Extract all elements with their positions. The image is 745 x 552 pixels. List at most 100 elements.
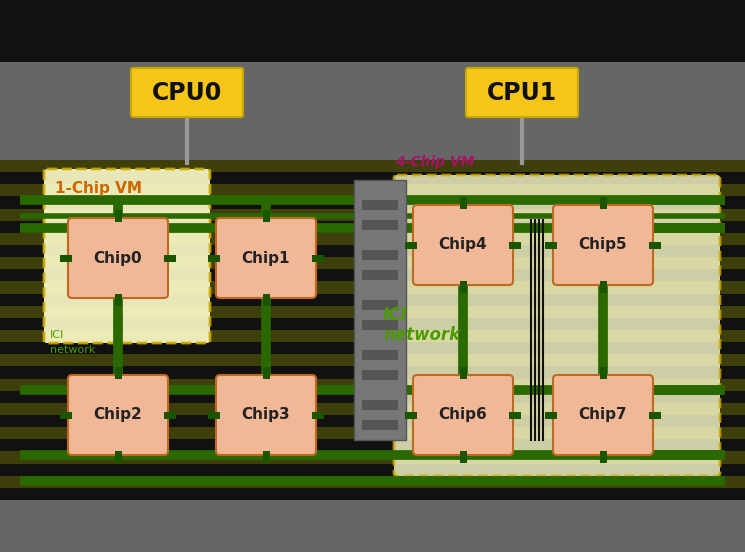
Bar bbox=[0, 197, 745, 209]
Bar bbox=[0, 476, 745, 488]
Text: Chip2: Chip2 bbox=[94, 407, 142, 422]
Bar bbox=[0, 415, 745, 427]
FancyBboxPatch shape bbox=[394, 175, 720, 476]
Text: Chip0: Chip0 bbox=[94, 251, 142, 266]
Bar bbox=[0, 379, 745, 391]
Bar bbox=[60, 411, 72, 418]
Bar bbox=[405, 411, 417, 418]
Bar bbox=[312, 254, 324, 262]
Bar bbox=[362, 420, 398, 430]
Bar bbox=[115, 367, 121, 379]
Text: network: network bbox=[50, 345, 95, 355]
Bar bbox=[545, 411, 557, 418]
Bar bbox=[0, 221, 745, 233]
Bar bbox=[262, 294, 270, 306]
Bar bbox=[0, 269, 745, 282]
Bar bbox=[0, 306, 745, 318]
Text: CPU0: CPU0 bbox=[152, 81, 222, 104]
Bar bbox=[600, 197, 606, 209]
Bar bbox=[0, 427, 745, 439]
Bar bbox=[460, 197, 466, 209]
Text: CPU1: CPU1 bbox=[487, 81, 557, 104]
Bar bbox=[362, 270, 398, 280]
FancyBboxPatch shape bbox=[413, 205, 513, 285]
FancyBboxPatch shape bbox=[466, 68, 578, 117]
Bar bbox=[405, 242, 417, 248]
Bar bbox=[649, 242, 661, 248]
Bar bbox=[115, 451, 121, 463]
Bar bbox=[354, 180, 406, 440]
Bar bbox=[312, 411, 324, 418]
Bar bbox=[0, 367, 745, 379]
Bar bbox=[362, 320, 398, 330]
Bar bbox=[0, 500, 745, 552]
Bar bbox=[0, 282, 745, 294]
FancyBboxPatch shape bbox=[216, 218, 316, 298]
Text: 1-Chip VM: 1-Chip VM bbox=[55, 181, 142, 195]
Bar bbox=[0, 318, 745, 330]
Bar bbox=[0, 184, 745, 197]
FancyBboxPatch shape bbox=[216, 375, 316, 455]
Bar bbox=[600, 451, 606, 463]
Bar bbox=[460, 451, 466, 463]
Bar bbox=[164, 411, 176, 418]
Bar bbox=[0, 0, 745, 60]
Bar bbox=[509, 242, 521, 248]
Text: ICI: ICI bbox=[50, 330, 64, 340]
Bar bbox=[0, 342, 745, 354]
Bar bbox=[460, 367, 466, 379]
Bar bbox=[362, 250, 398, 260]
Bar bbox=[0, 464, 745, 476]
FancyBboxPatch shape bbox=[44, 169, 210, 343]
Bar bbox=[362, 300, 398, 310]
Bar bbox=[0, 452, 745, 464]
Bar bbox=[208, 254, 220, 262]
Bar bbox=[0, 209, 745, 221]
Bar bbox=[0, 330, 745, 342]
Text: Chip4: Chip4 bbox=[439, 237, 487, 252]
Text: Chip1: Chip1 bbox=[241, 251, 291, 266]
Bar bbox=[0, 233, 745, 245]
Bar bbox=[0, 488, 745, 500]
Bar bbox=[0, 160, 745, 172]
Bar bbox=[545, 242, 557, 248]
FancyBboxPatch shape bbox=[131, 68, 243, 117]
Bar bbox=[509, 411, 521, 418]
FancyBboxPatch shape bbox=[553, 375, 653, 455]
Bar bbox=[0, 294, 745, 306]
Bar bbox=[362, 400, 398, 410]
Bar bbox=[600, 367, 606, 379]
Bar bbox=[262, 210, 270, 222]
Bar bbox=[262, 451, 270, 463]
Bar bbox=[460, 281, 466, 293]
FancyBboxPatch shape bbox=[413, 375, 513, 455]
Text: 4-Chip VM: 4-Chip VM bbox=[396, 155, 475, 169]
FancyBboxPatch shape bbox=[68, 218, 168, 298]
Bar bbox=[0, 391, 745, 403]
Bar bbox=[0, 172, 745, 184]
Bar bbox=[649, 411, 661, 418]
Bar bbox=[0, 403, 745, 415]
Bar bbox=[262, 367, 270, 379]
Bar bbox=[0, 62, 745, 160]
Bar bbox=[362, 220, 398, 230]
Bar bbox=[0, 257, 745, 269]
FancyBboxPatch shape bbox=[553, 205, 653, 285]
Text: ICI
network: ICI network bbox=[383, 306, 460, 344]
Bar bbox=[115, 210, 121, 222]
Bar bbox=[164, 254, 176, 262]
Bar bbox=[362, 200, 398, 210]
Bar bbox=[115, 294, 121, 306]
Bar bbox=[0, 354, 745, 367]
Text: Chip6: Chip6 bbox=[439, 407, 487, 422]
Bar bbox=[362, 370, 398, 380]
Bar bbox=[362, 350, 398, 360]
Text: Chip5: Chip5 bbox=[579, 237, 627, 252]
Bar bbox=[208, 411, 220, 418]
Bar bbox=[0, 245, 745, 257]
Bar bbox=[600, 281, 606, 293]
Bar bbox=[0, 439, 745, 452]
Text: Chip7: Chip7 bbox=[579, 407, 627, 422]
Text: Chip3: Chip3 bbox=[241, 407, 291, 422]
Bar bbox=[60, 254, 72, 262]
